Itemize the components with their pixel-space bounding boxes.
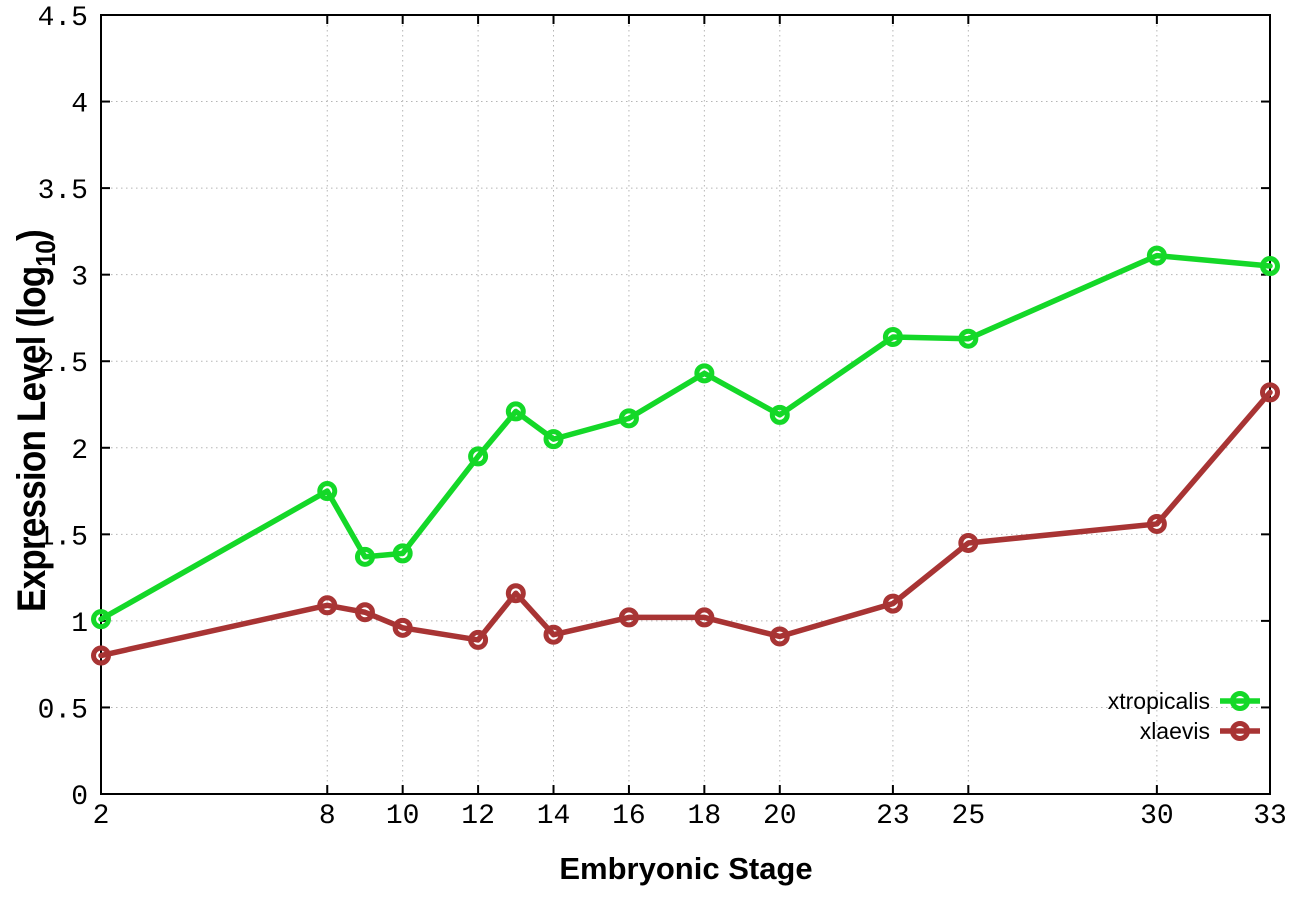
legend-marker-xlaevis xyxy=(1230,721,1250,741)
x-tick-label: 12 xyxy=(461,801,495,832)
data-point-xlaevis xyxy=(694,607,715,628)
legend-marker-xtropicalis xyxy=(1230,691,1250,711)
data-point-xtropicalis xyxy=(694,363,715,384)
data-point-xtropicalis xyxy=(1260,256,1280,277)
y-tick-label: 0 xyxy=(71,782,88,813)
y-tick-label: 3 xyxy=(71,263,88,294)
x-axis-title: Embryonic Stage xyxy=(559,851,813,886)
data-point-xlaevis xyxy=(392,617,413,638)
x-tick-label: 20 xyxy=(763,801,797,832)
y-tick-label: 4.5 xyxy=(38,3,88,34)
y-tick-label: 2.5 xyxy=(38,349,88,380)
x-tick-label: 18 xyxy=(688,801,722,832)
data-point-xlaevis xyxy=(91,645,111,666)
x-tick-label: 16 xyxy=(612,801,646,832)
x-tick-label: 10 xyxy=(386,801,420,832)
data-point-xtropicalis xyxy=(505,401,526,422)
data-point-xlaevis xyxy=(882,593,903,614)
data-point-xlaevis xyxy=(543,624,564,645)
data-point-xtropicalis xyxy=(543,429,564,450)
data-point-xtropicalis xyxy=(354,546,375,567)
x-tick-label: 14 xyxy=(537,801,571,832)
y-axis-title-subscript: 10 xyxy=(30,240,61,267)
data-point-xlaevis xyxy=(618,607,639,628)
data-point-xlaevis xyxy=(317,595,338,616)
data-point-xlaevis xyxy=(468,629,489,650)
legend-label-xtropicalis: xtropicalis xyxy=(1108,688,1210,714)
data-point-xlaevis xyxy=(1260,382,1280,403)
data-point-xtropicalis xyxy=(618,408,639,429)
series-line-xtropicalis xyxy=(98,252,1273,622)
y-axis-title: Expression Level (log10) xyxy=(10,230,62,612)
data-point-xlaevis xyxy=(505,583,526,604)
y-axis-title-close: ) xyxy=(10,230,54,241)
data-point-xtropicalis xyxy=(882,326,903,347)
x-tick-label: 33 xyxy=(1253,801,1287,832)
x-tick-label: 23 xyxy=(876,801,910,832)
data-point-xlaevis xyxy=(354,602,375,623)
y-tick-label: 4 xyxy=(71,90,88,121)
y-tick-label: 1.5 xyxy=(38,522,88,553)
legend-label-xlaevis: xlaevis xyxy=(1140,718,1210,744)
y-axis-title-text: Expression Level (log xyxy=(10,266,54,612)
x-tick-label: 30 xyxy=(1140,801,1174,832)
data-point-xtropicalis xyxy=(958,328,979,349)
x-tick-label: 8 xyxy=(319,801,336,832)
y-tick-label: 1 xyxy=(71,609,88,640)
data-point-xlaevis xyxy=(958,532,979,553)
data-point-xlaevis xyxy=(769,626,790,647)
y-tick-label: 0.5 xyxy=(38,695,88,726)
data-point-xtropicalis xyxy=(91,609,111,630)
x-tick-label: 25 xyxy=(952,801,986,832)
data-point-xtropicalis xyxy=(1146,245,1167,266)
data-point-xtropicalis xyxy=(769,404,790,425)
x-tick-label: 2 xyxy=(93,801,110,832)
data-point-xtropicalis xyxy=(392,543,413,564)
y-tick-label: 3.5 xyxy=(38,176,88,207)
y-tick-label: 2 xyxy=(71,436,88,467)
series-line-xlaevis xyxy=(98,389,1273,659)
data-point-xlaevis xyxy=(1146,513,1167,534)
data-point-xtropicalis xyxy=(468,446,489,467)
plot-border xyxy=(100,14,1271,795)
data-point-xtropicalis xyxy=(317,481,338,502)
